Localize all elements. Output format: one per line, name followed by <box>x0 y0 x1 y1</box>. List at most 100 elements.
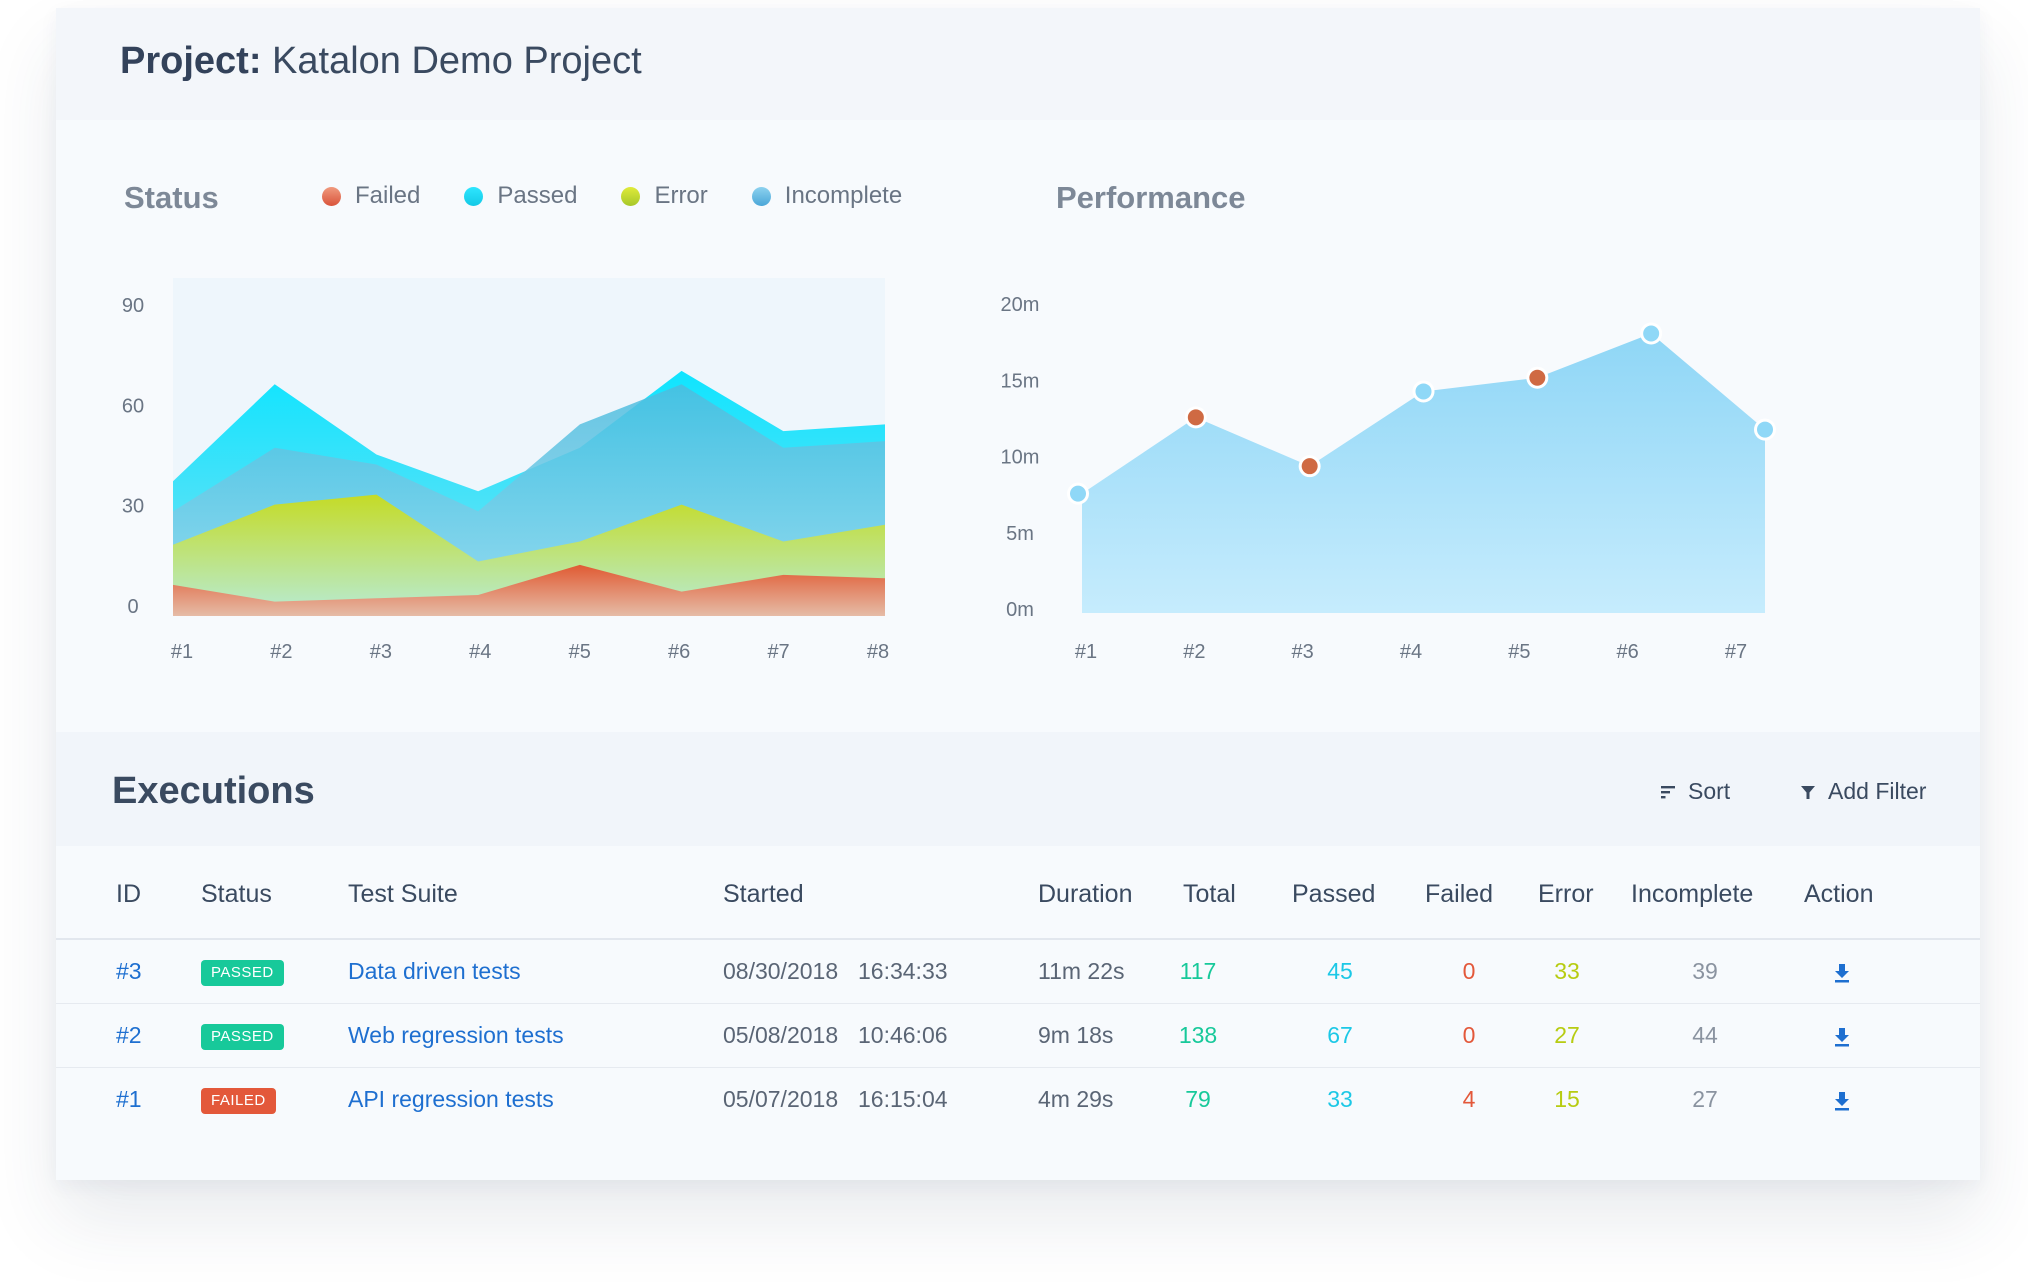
test-suite-link[interactable]: API regression tests <box>348 1086 554 1112</box>
series-area-failed <box>173 564 885 616</box>
x-tick-label: #2 <box>270 641 292 663</box>
x-tick-label: #2 <box>1183 641 1205 663</box>
col-header-action: Action <box>1804 880 1874 908</box>
legend-label-error: Error <box>654 182 708 209</box>
project-label: Project: <box>120 40 262 82</box>
failed-value: 0 <box>1462 958 1476 984</box>
test-suite-link[interactable]: Web regression tests <box>348 1022 564 1048</box>
status-badge: FAILED <box>201 1088 276 1114</box>
y-tick-label: 0m <box>1006 599 1034 621</box>
failed-value: 4 <box>1462 1086 1476 1112</box>
error-value: 33 <box>1554 958 1580 984</box>
download-icon[interactable] <box>1832 962 1852 984</box>
started-date: 05/08/2018 <box>723 1022 839 1048</box>
legend-dot-passed <box>464 186 484 206</box>
x-tick-label: #7 <box>767 641 789 663</box>
execution-id-link[interactable]: #2 <box>116 1022 142 1048</box>
col-header-duration[interactable]: Duration <box>1038 880 1133 908</box>
y-tick-label: 15m <box>1001 370 1040 392</box>
legend-label-failed: Failed <box>355 182 421 209</box>
performance-chart-title: Performance <box>1056 180 1246 215</box>
legend-dot-error <box>621 186 641 206</box>
x-tick-label: #8 <box>867 641 889 663</box>
x-tick-label: #4 <box>469 641 491 663</box>
test-suite-link[interactable]: Data driven tests <box>348 958 521 984</box>
legend-item-error: Error <box>621 182 708 210</box>
executions-header <box>56 732 1980 846</box>
col-header-failed[interactable]: Failed <box>1425 880 1494 908</box>
x-tick-label: #6 <box>1617 641 1639 663</box>
status-badge: PASSED <box>201 1024 284 1050</box>
execution-id-link[interactable]: #1 <box>116 1086 142 1112</box>
col-header-incomplete[interactable]: Incomplete <box>1631 880 1754 908</box>
row-divider <box>56 1067 1980 1068</box>
error-value: 15 <box>1554 1086 1580 1112</box>
add-filter-button[interactable]: Add Filter <box>1800 778 1926 805</box>
table-row: #1 FAILED API regression tests 05/07/201… <box>56 1068 1980 1132</box>
col-header-status[interactable]: Status <box>201 880 272 908</box>
data-point-passed <box>1070 485 1086 502</box>
table-row: #3 PASSED Data driven tests 08/30/2018 1… <box>56 940 1980 1004</box>
started-time: 10:46:06 <box>858 1022 948 1048</box>
col-header-error[interactable]: Error <box>1538 880 1594 908</box>
incomplete-value: 44 <box>1692 1022 1718 1048</box>
project-header: Project: Katalon Demo Project <box>56 8 1980 120</box>
legend-label-incomplete: Incomplete <box>784 182 903 209</box>
status-legend: Failed Passed Error Incomplete <box>322 182 946 210</box>
legend-label-passed: Passed <box>497 182 578 209</box>
y-tick-label: 0 <box>127 596 138 618</box>
y-tick-label: 30 <box>122 496 144 518</box>
data-point-failed <box>1529 369 1546 386</box>
performance-chart: 20m 15m 10m 5m 0m #1 #2 #3 #4 #5 #6 #7 <box>1001 294 1776 663</box>
col-header-total[interactable]: Total <box>1183 880 1236 908</box>
started-time: 16:15:04 <box>858 1086 948 1112</box>
x-tick-label: #7 <box>1725 641 1747 663</box>
legend-item-failed: Failed <box>322 182 420 210</box>
download-icon[interactable] <box>1832 1026 1852 1048</box>
legend-item-incomplete: Incomplete <box>751 182 903 210</box>
total-value: 138 <box>1178 1022 1218 1048</box>
col-header-id[interactable]: ID <box>116 880 141 908</box>
y-tick-label: 20m <box>1001 294 1040 316</box>
passed-value: 45 <box>1327 958 1353 984</box>
executions-title: Executions <box>112 770 315 812</box>
status-chart-title: Status <box>124 180 219 215</box>
y-tick-label: 60 <box>122 395 144 417</box>
legend-item-passed: Passed <box>464 182 577 210</box>
x-tick-label: #4 <box>1400 641 1422 663</box>
x-tick-label: #3 <box>1292 641 1314 663</box>
execution-id-link[interactable]: #3 <box>116 958 142 984</box>
table-row: #2 PASSED Web regression tests 05/08/201… <box>56 1004 1980 1068</box>
sort-button[interactable]: Sort <box>1660 778 1730 805</box>
col-header-test-suite[interactable]: Test Suite <box>348 880 458 908</box>
total-value: 117 <box>1179 958 1217 984</box>
passed-value: 33 <box>1327 1086 1353 1112</box>
x-tick-label: #3 <box>370 641 392 663</box>
failed-value: 0 <box>1462 1022 1476 1048</box>
duration-value: 11m 22s <box>1038 958 1125 984</box>
col-header-started[interactable]: Started <box>723 880 804 908</box>
data-point-failed <box>1187 409 1204 426</box>
status-chart: 90 60 30 0 #1 #2 #3 #4 #5 #6 #7 #8 <box>122 278 889 663</box>
duration-value: 9m 18s <box>1038 1022 1114 1048</box>
data-point-passed <box>1643 325 1660 342</box>
download-icon[interactable] <box>1832 1090 1852 1112</box>
x-tick-label: #1 <box>1075 641 1097 663</box>
duration-value: 4m 29s <box>1038 1086 1114 1112</box>
col-header-passed[interactable]: Passed <box>1292 880 1376 908</box>
status-badge: PASSED <box>201 960 284 986</box>
y-tick-label: 5m <box>1006 523 1034 545</box>
x-tick-label: #5 <box>1508 641 1530 663</box>
x-tick-label: #5 <box>569 641 591 663</box>
project-name: Katalon Demo Project <box>272 40 642 82</box>
sort-label: Sort <box>1688 778 1731 804</box>
y-tick-label: 90 <box>122 295 144 317</box>
table-header-divider <box>56 938 1980 940</box>
legend-dot-incomplete <box>751 186 771 206</box>
add-filter-label: Add Filter <box>1828 778 1927 804</box>
row-divider <box>56 1003 1980 1004</box>
incomplete-value: 27 <box>1692 1086 1718 1112</box>
data-point-passed <box>1757 421 1773 438</box>
incomplete-value: 39 <box>1692 958 1718 984</box>
page-title: Project: Katalon Demo Project <box>120 40 642 83</box>
